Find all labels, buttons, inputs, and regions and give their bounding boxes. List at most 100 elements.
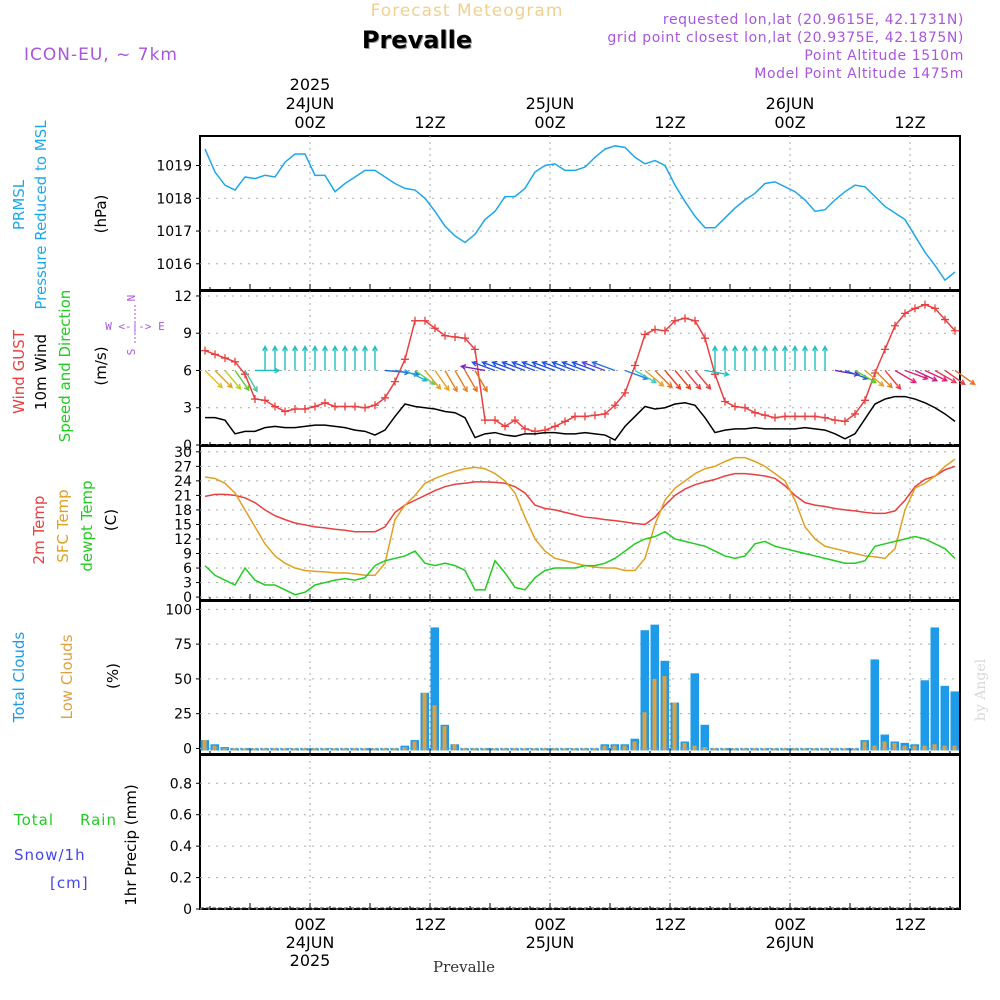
- total-clouds-label: Total Clouds: [10, 632, 28, 724]
- wind-arrow-head: [462, 386, 468, 393]
- wind-arrow-head: [443, 385, 450, 392]
- wind-arrow-shaft: [884, 370, 901, 390]
- wind-arrow: [551, 360, 576, 372]
- gust-point: [441, 331, 449, 340]
- wind-arrow-head: [870, 377, 878, 384]
- low-cloud-bar: [572, 748, 577, 751]
- wind-arrow: [261, 345, 269, 371]
- gust-point: [401, 355, 409, 364]
- wind-gust-label: Wind GUST: [10, 329, 28, 414]
- wind-arrow: [721, 345, 729, 371]
- wind-arrow: [771, 345, 779, 371]
- wind-arrow-head: [781, 345, 789, 352]
- clouds-panel: 0 25 50 75 100: [165, 600, 961, 757]
- wind-arrow-shaft: [644, 369, 664, 387]
- gust-point: [701, 334, 709, 343]
- gust-point: [341, 402, 349, 411]
- low-cloud-bar: [592, 748, 597, 751]
- wind-arrow: [474, 370, 488, 393]
- wind-arrow-shaft: [492, 361, 516, 372]
- pressure-label-2: Pressure Reduced to MSL: [32, 120, 50, 310]
- wind-arrow: [894, 369, 918, 384]
- wind-tick-label: 6: [183, 363, 192, 379]
- wind-arrow: [581, 360, 606, 372]
- wind-arrow-head: [216, 382, 224, 389]
- wind-tick-label: 0: [183, 438, 192, 454]
- precip-tick-label: 0: [183, 902, 192, 918]
- wind-arrow-shaft: [944, 369, 966, 385]
- wind-arrow-head: [551, 360, 558, 367]
- wind-arrow-shaft: [592, 361, 616, 372]
- wind-arrow-head: [811, 345, 819, 352]
- wind-arrow: [854, 369, 878, 384]
- low-cloud-bar: [522, 748, 527, 751]
- wind-dir-label: Speed and Direction: [56, 290, 74, 443]
- low-cloud-bar: [532, 748, 537, 751]
- low-cloud-bar: [222, 748, 227, 751]
- bottom-time-label: 12Z: [414, 915, 445, 934]
- wind-arrow: [654, 369, 674, 389]
- low-cloud-bar: [692, 745, 697, 751]
- wind-arrow-head: [281, 345, 289, 352]
- wind-arrow-head: [541, 360, 548, 367]
- temp2m-label: 2m Temp: [30, 496, 48, 565]
- total-cloud-bar: [640, 630, 649, 751]
- gust-point: [501, 422, 509, 431]
- low-cloud-bar: [272, 748, 277, 751]
- low-cloud-bar: [722, 748, 727, 751]
- low-cloud-bar: [482, 748, 487, 751]
- top-time-label: 2025: [290, 75, 331, 94]
- wind-arrow-shaft: [512, 361, 536, 372]
- top-time-label: 24JUN: [286, 94, 335, 113]
- wind-arrow: [781, 345, 789, 371]
- low-cloud-bar: [312, 748, 317, 751]
- gust-point: [751, 408, 759, 417]
- wind-arrow-shaft: [562, 361, 586, 372]
- gust-point: [251, 395, 259, 404]
- bottom-time-label: 24JUN: [286, 933, 335, 952]
- low-cloud-bar: [802, 748, 807, 751]
- wind-arrow: [234, 370, 250, 392]
- wind-arrow-head: [711, 345, 719, 352]
- gust-point: [611, 401, 619, 410]
- wind-arrow-shaft: [664, 370, 681, 390]
- top-time-label: 26JUN: [766, 94, 815, 113]
- temp-tick-label: 3: [183, 576, 192, 592]
- pressure-unit: (hPa): [92, 195, 110, 234]
- wind-arrow: [301, 345, 309, 371]
- gust-point: [471, 345, 479, 354]
- low-cloud-bar: [822, 748, 827, 751]
- wind-arrow-head: [591, 360, 598, 367]
- wind-arrow: [811, 345, 819, 371]
- series-line: [204, 145, 956, 282]
- series-line: [204, 303, 956, 433]
- total-cloud-bar: [700, 724, 709, 751]
- wind-arrow: [204, 369, 224, 389]
- wind-arrow-head: [941, 376, 949, 382]
- temp-tick-label: 18: [174, 503, 192, 519]
- low-cloud-bar: [562, 748, 567, 751]
- compass-s: S: [125, 349, 138, 356]
- temp-tick-label: 15: [174, 517, 192, 533]
- pressure-tick-label: 1016: [156, 257, 192, 273]
- gust-point: [291, 404, 299, 413]
- wind-arrow-shaft: [924, 369, 948, 382]
- wind-arrow-shaft: [404, 369, 428, 382]
- low-cloud-bar: [942, 745, 947, 751]
- gust-point: [521, 424, 529, 433]
- gust-point: [361, 403, 369, 412]
- precip-tick-label: 0.2: [170, 871, 192, 887]
- footer-location: Prevalle: [433, 958, 495, 976]
- precip-tick-label: 0.8: [170, 776, 192, 792]
- precip-total-label: Total: [13, 811, 54, 829]
- wind-arrow-shaft: [244, 370, 258, 392]
- bottom-time-label: 26JUN: [766, 933, 815, 952]
- series-line: [204, 530, 956, 596]
- clouds-tick-label: 100: [165, 602, 192, 618]
- forecast-title: Forecast Meteogram: [371, 1, 564, 21]
- wind-arrow: [944, 369, 966, 386]
- low-cloud-bar: [342, 748, 347, 751]
- gust-point: [261, 396, 269, 405]
- low-cloud-bar: [512, 748, 517, 751]
